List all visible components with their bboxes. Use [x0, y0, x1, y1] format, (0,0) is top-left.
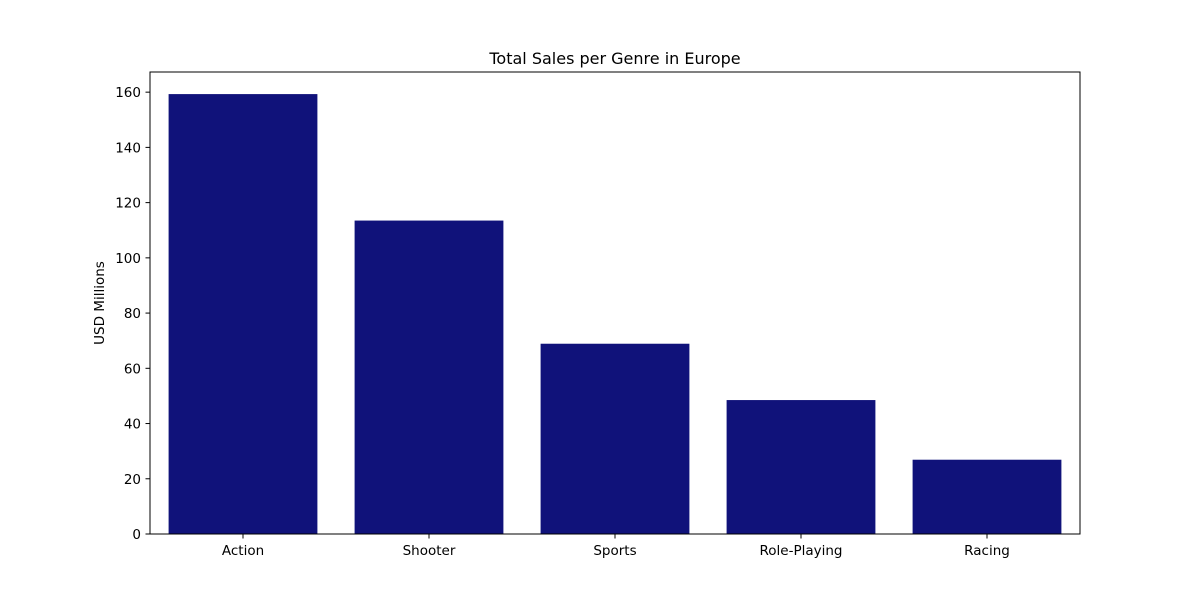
bar-shooter: [354, 220, 504, 534]
y-tick-label: 20: [124, 472, 141, 488]
bars-group: [168, 94, 1062, 535]
chart-title: Total Sales per Genre in Europe: [488, 49, 740, 68]
x-tick-label: Racing: [964, 543, 1010, 559]
y-tick-label: 0: [132, 527, 141, 543]
bar-racing: [912, 459, 1062, 534]
y-tick-label: 40: [124, 417, 141, 433]
y-tick-label: 60: [124, 361, 141, 377]
plot-frame: [149, 71, 1081, 535]
bar-sports: [540, 343, 690, 534]
bar-action: [168, 94, 318, 535]
bar-role-playing: [726, 400, 876, 534]
y-axis-ticks: 0 20 40 60 80 100 120 140 160: [115, 85, 150, 543]
x-tick-label: Role-Playing: [760, 543, 843, 559]
x-axis-ticks: Action Shooter Sports Role-Playing Racing: [222, 534, 1010, 559]
x-tick-label: Sports: [593, 543, 636, 559]
x-tick-label: Action: [222, 543, 264, 559]
y-tick-label: 120: [115, 196, 141, 212]
y-tick-label: 80: [124, 306, 141, 322]
y-tick-label: 100: [115, 251, 141, 267]
y-tick-label: 140: [115, 140, 141, 156]
y-axis-label: USD Millions: [92, 261, 108, 345]
y-tick-label: 160: [115, 85, 141, 101]
x-tick-label: Shooter: [403, 543, 456, 559]
